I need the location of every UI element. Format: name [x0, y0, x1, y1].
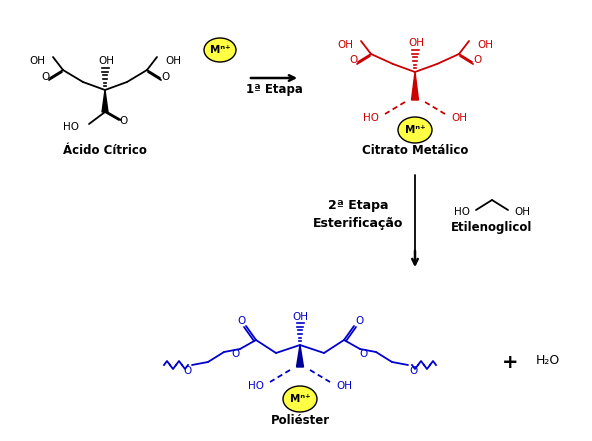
Text: O: O	[355, 316, 363, 326]
Text: O: O	[183, 366, 191, 376]
Text: OH: OH	[514, 207, 530, 217]
Text: OH: OH	[165, 56, 181, 66]
Text: O: O	[349, 55, 357, 65]
Text: Esterificação: Esterificação	[313, 217, 403, 229]
Text: HO: HO	[363, 113, 379, 123]
Text: OH: OH	[451, 113, 467, 123]
Text: Mⁿ⁺: Mⁿ⁺	[289, 394, 310, 404]
Text: OH: OH	[337, 40, 353, 50]
Polygon shape	[102, 90, 108, 112]
Ellipse shape	[283, 386, 317, 412]
Text: OH: OH	[477, 40, 493, 50]
Text: O: O	[41, 72, 49, 82]
Text: Mⁿ⁺: Mⁿ⁺	[210, 45, 230, 55]
Text: OH: OH	[408, 38, 424, 48]
Ellipse shape	[204, 38, 236, 62]
Text: HO: HO	[454, 207, 470, 217]
Text: H₂O: H₂O	[536, 354, 560, 366]
Polygon shape	[411, 72, 419, 100]
Text: OH: OH	[292, 312, 308, 322]
Text: 1ª Etapa: 1ª Etapa	[246, 83, 303, 97]
Text: 2ª Etapa: 2ª Etapa	[328, 198, 388, 212]
Text: HO: HO	[248, 381, 264, 391]
Text: OH: OH	[336, 381, 352, 391]
Text: O: O	[473, 55, 481, 65]
Text: O: O	[237, 316, 245, 326]
Text: O: O	[360, 349, 368, 359]
Text: Ácido Cítrico: Ácido Cítrico	[63, 143, 147, 157]
Text: O: O	[120, 116, 128, 126]
Text: HO: HO	[63, 122, 79, 132]
Text: Poliéster: Poliéster	[271, 414, 330, 426]
Text: O: O	[409, 366, 417, 376]
Polygon shape	[297, 345, 304, 367]
Text: OH: OH	[98, 56, 114, 66]
Text: O: O	[232, 349, 240, 359]
Text: Mⁿ⁺: Mⁿ⁺	[405, 125, 425, 135]
Text: O: O	[161, 72, 169, 82]
Ellipse shape	[398, 117, 432, 143]
Text: +: +	[502, 354, 518, 373]
Text: OH: OH	[29, 56, 45, 66]
Text: Etilenoglicol: Etilenoglicol	[451, 221, 533, 235]
Text: Citrato Metálico: Citrato Metálico	[362, 143, 468, 157]
